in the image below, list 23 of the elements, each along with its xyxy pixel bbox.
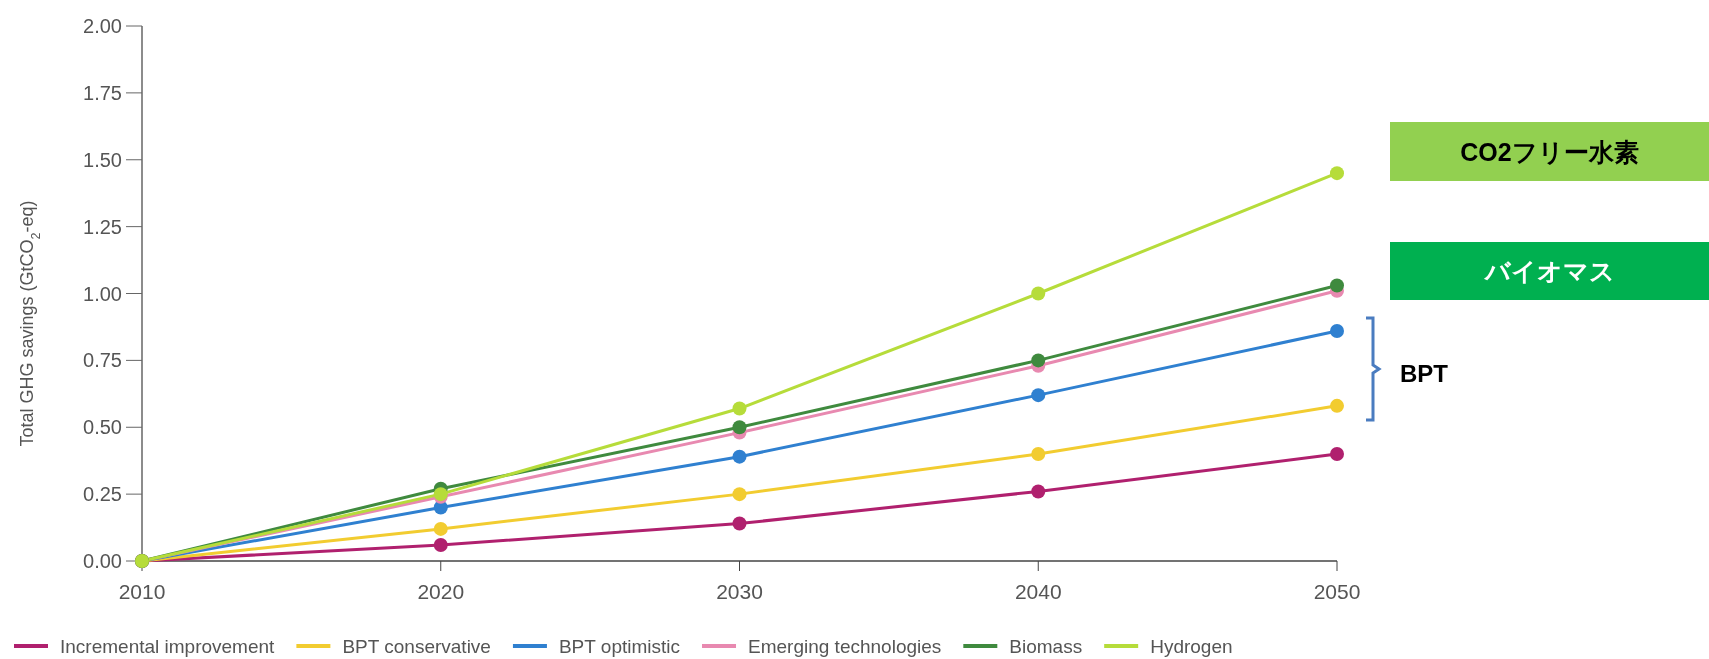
y-tick-label: 1.75	[83, 81, 122, 104]
y-tick-label: 0.25	[83, 483, 122, 506]
y-tick-label: 1.50	[83, 148, 122, 171]
legend-label: Emerging technologies	[748, 636, 942, 657]
y-tick-label: 1.00	[83, 282, 122, 305]
y-tick-label: 2.00	[83, 15, 122, 37]
legend-label: BPT optimistic	[558, 636, 681, 657]
text: バイオマス	[1482, 257, 1615, 285]
x-tick-label: 2030	[716, 580, 763, 603]
y-tick-label: 0.75	[83, 349, 122, 372]
legend-label: BPT conservative	[342, 636, 491, 657]
x-tick-label: 2050	[1313, 580, 1361, 603]
y-tick-label: 1.25	[83, 215, 122, 238]
y-tick-label: 0.50	[83, 416, 122, 439]
x-tick-label: 2020	[417, 580, 465, 603]
x-tick-label: 2010	[118, 580, 166, 603]
legend-label: Incremental improvement	[60, 636, 276, 657]
legend-label: Hydrogen	[1150, 636, 1233, 657]
text: BPT	[1400, 360, 1449, 387]
text: CO2フリー水素	[1460, 137, 1639, 166]
y-tick-label: 0.00	[83, 550, 122, 572]
x-tick-label: 2040	[1014, 580, 1062, 603]
legend-label: Biomass	[1009, 636, 1083, 657]
